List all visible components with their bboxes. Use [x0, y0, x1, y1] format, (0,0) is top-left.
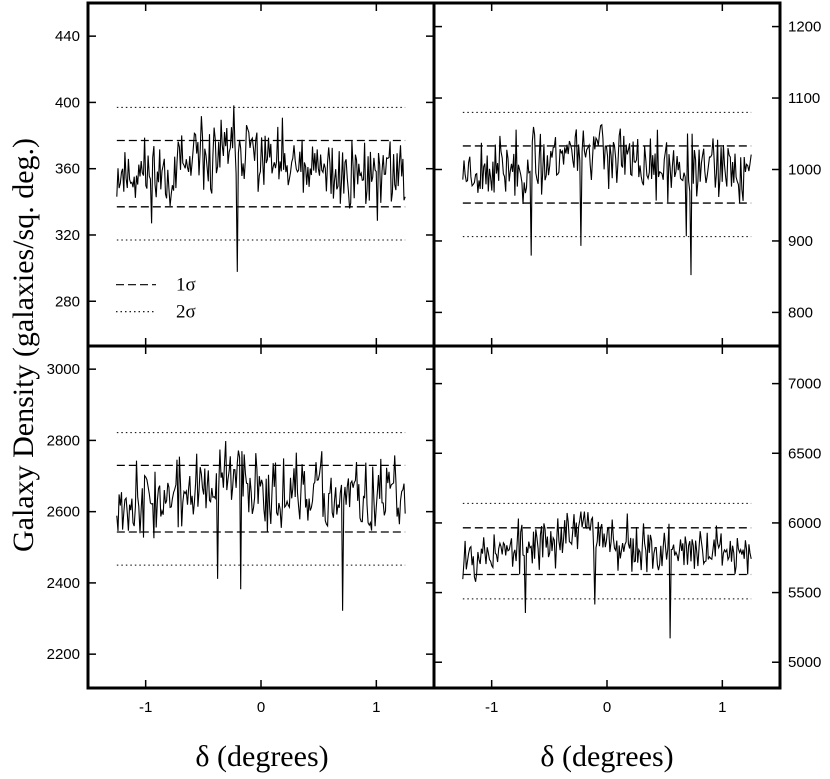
y-tick-label: 6500 — [788, 445, 821, 462]
y-tick-label: 900 — [788, 233, 813, 250]
panel-frame — [432, 344, 782, 690]
y-tick-label: 360 — [55, 161, 80, 178]
legend-label-2: 2σ — [176, 302, 196, 323]
y-tick-label: 7000 — [788, 376, 821, 393]
y-tick-label: 2600 — [47, 504, 80, 521]
y-tick-label: 2200 — [47, 646, 80, 663]
panel-bottom-left: 2200 2400 2600 2800 3000 -1 0 1 — [47, 344, 436, 716]
x-tick-label: 0 — [257, 699, 265, 716]
x-tick-label: -1 — [485, 699, 498, 716]
y-tick-label: 3000 — [47, 361, 80, 378]
x-tick-label: -1 — [139, 699, 152, 716]
y-tick-label: 6000 — [788, 515, 821, 532]
y-tick-label: 400 — [55, 94, 80, 111]
x-tick-label: 1 — [372, 699, 380, 716]
legend-label-1: 1σ — [176, 275, 196, 296]
y-tick-label: 800 — [788, 304, 813, 321]
density-series-line — [462, 123, 752, 276]
density-series-line — [462, 511, 752, 639]
y-tick-label: 5000 — [788, 654, 821, 671]
density-series-line — [116, 440, 406, 611]
x-tick-label: 0 — [603, 699, 611, 716]
y-tick-label: 320 — [55, 227, 80, 244]
y-tick-label: 2800 — [47, 432, 80, 449]
x-axis-label-left: δ (degrees) — [195, 740, 328, 773]
density-series-line — [116, 105, 406, 272]
x-tick-label: 1 — [718, 699, 726, 716]
y-tick-label: 5500 — [788, 585, 821, 602]
y-tick-label: 1100 — [788, 90, 820, 107]
y-tick-label: 1200 — [788, 19, 821, 36]
panel-top-right: 800 900 1000 1100 1200 — [432, 1, 821, 348]
panel-frame — [86, 344, 436, 690]
y-tick-label: 1000 — [788, 161, 821, 178]
panel-top-left: 280 320 360 400 440 1σ 2σ — [55, 1, 436, 348]
y-axis-label: Galaxy Density (galaxies/sq. deg.) — [7, 138, 40, 552]
y-tick-label: 2400 — [47, 575, 80, 592]
panel-bottom-right: 5000 5500 6000 6500 7000 -1 0 1 — [432, 344, 821, 716]
x-axis-label-right: δ (degrees) — [540, 740, 673, 773]
y-tick-label: 280 — [55, 293, 80, 310]
y-tick-label: 440 — [55, 28, 80, 45]
